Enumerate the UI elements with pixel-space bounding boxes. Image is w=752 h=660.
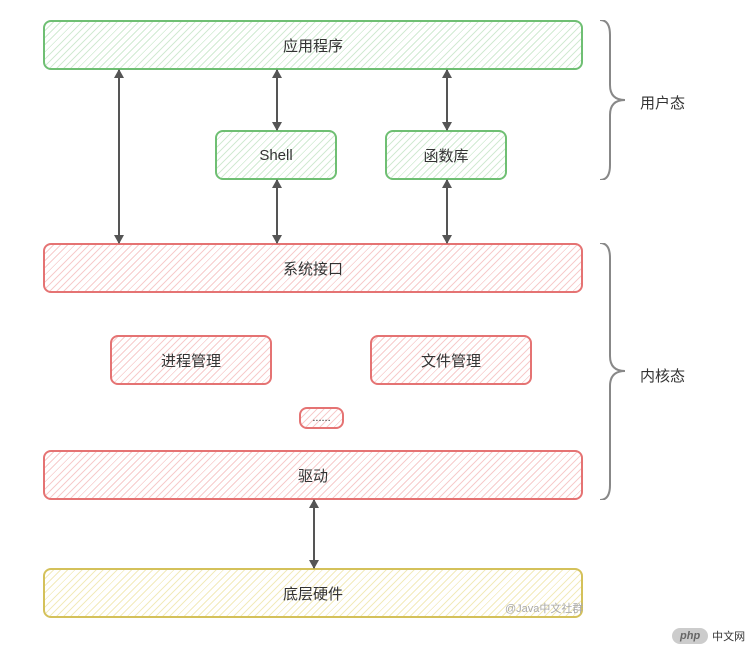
box-hw-label: 底层硬件 (279, 581, 347, 606)
arrow-app-to-sysintf (118, 70, 120, 243)
box-shell-label: Shell (255, 145, 296, 166)
box-hw: 底层硬件 (43, 568, 583, 618)
box-ellipsis: ...... (299, 407, 344, 429)
brace-user-label: 用户态 (640, 92, 685, 113)
arrow-app-to-lib (446, 70, 448, 130)
brace-kernel-label: 内核态 (640, 365, 685, 386)
arrow-driver-to-hw (313, 500, 315, 568)
logo-text: 中文网 (712, 628, 745, 644)
logo-php-badge: php (672, 628, 708, 644)
box-file: 文件管理 (370, 335, 532, 385)
arrow-shell-to-sysintf (276, 180, 278, 243)
box-lib: 函数库 (385, 130, 507, 180)
watermark-text: @Java中文社群 (505, 600, 583, 616)
box-app: 应用程序 (43, 20, 583, 70)
arrow-lib-to-sysintf (446, 180, 448, 243)
box-ellipsis-label: ...... (308, 410, 334, 426)
box-app-label: 应用程序 (279, 33, 347, 58)
brace-user-icon (595, 20, 630, 180)
box-file-label: 文件管理 (417, 348, 485, 373)
arrow-app-to-shell (276, 70, 278, 130)
box-sysintf-label: 系统接口 (279, 256, 347, 281)
box-lib-label: 函数库 (419, 143, 472, 168)
brace-kernel-icon (595, 243, 630, 500)
logo: php 中文网 (672, 628, 745, 644)
os-architecture-diagram: 应用程序 Shell 函数库 系统接口 进程管理 文件管理 ...... 驱动 … (0, 0, 752, 660)
box-driver: 驱动 (43, 450, 583, 500)
box-proc: 进程管理 (110, 335, 272, 385)
box-sysintf: 系统接口 (43, 243, 583, 293)
box-driver-label: 驱动 (294, 463, 332, 488)
box-proc-label: 进程管理 (157, 348, 225, 373)
box-shell: Shell (215, 130, 337, 180)
